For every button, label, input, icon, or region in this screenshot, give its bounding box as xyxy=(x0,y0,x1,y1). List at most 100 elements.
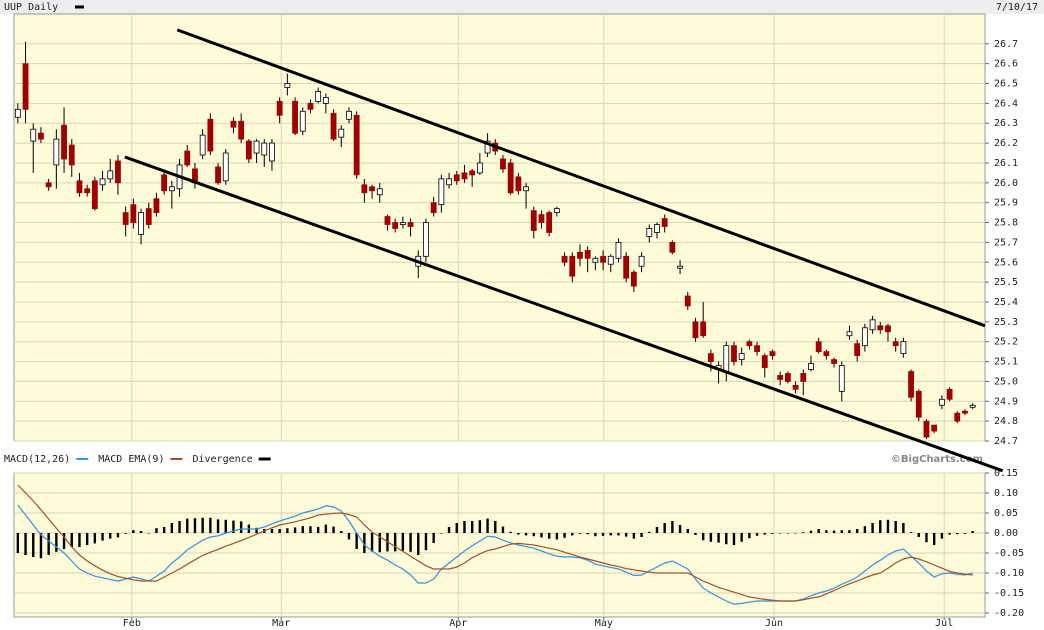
divergence-bar xyxy=(32,533,35,557)
divergence-bar xyxy=(655,527,659,533)
candle-body xyxy=(808,363,814,370)
candle-body xyxy=(607,255,614,265)
divergence-bar xyxy=(301,526,304,533)
macd-line xyxy=(17,484,973,602)
candle-body xyxy=(915,390,922,418)
candle-body xyxy=(646,228,653,237)
candle-body xyxy=(122,212,129,225)
divergence-bar xyxy=(109,533,112,539)
candle-body xyxy=(30,128,37,142)
divergence-bar xyxy=(124,533,127,534)
candle-body xyxy=(353,114,360,176)
candle-body xyxy=(954,412,961,422)
candle-body xyxy=(446,178,452,186)
divergence-bar xyxy=(47,533,50,555)
divergence-bar xyxy=(509,531,512,533)
as-of-date: 7/10/17 xyxy=(996,2,1038,13)
divergence-bar xyxy=(393,533,397,552)
divergence-bar xyxy=(309,526,312,533)
candle-body xyxy=(68,144,75,166)
divergence-bar xyxy=(216,519,220,533)
candle-body xyxy=(769,351,776,356)
candle-body xyxy=(207,118,214,152)
divergence-bar xyxy=(825,530,828,533)
divergence-bar xyxy=(686,529,689,533)
candle-body xyxy=(307,102,314,110)
candle-body xyxy=(107,170,114,180)
divergence-bar xyxy=(147,533,150,534)
divergence-bar xyxy=(209,517,212,533)
candle-body xyxy=(453,174,460,182)
candle-body xyxy=(877,325,884,331)
divergence-bar xyxy=(848,530,851,533)
y-tick-label: -0.15 xyxy=(994,588,1024,599)
candle-body xyxy=(145,208,152,225)
divergence-bar xyxy=(971,531,974,533)
candle-body xyxy=(654,224,660,233)
divergence-bar xyxy=(840,530,843,533)
divergence-bar xyxy=(232,520,235,533)
divergence-bar xyxy=(455,523,458,533)
divergence-bar xyxy=(755,533,759,536)
divergence-bar xyxy=(16,533,20,553)
candle-body xyxy=(600,255,606,263)
candle-body xyxy=(199,134,206,156)
divergence-bar xyxy=(671,521,674,533)
divergence-bar xyxy=(178,521,181,533)
y-tick-label: 0.00 xyxy=(994,528,1018,539)
candle-body xyxy=(230,120,237,128)
divergence-bar xyxy=(778,533,782,534)
candle-body xyxy=(330,112,337,140)
x-tick-label: Feb xyxy=(123,618,141,629)
divergence-bar xyxy=(540,533,543,538)
divergence-bar xyxy=(132,530,135,533)
divergence-bar xyxy=(748,533,751,539)
x-tick-label: May xyxy=(595,618,613,629)
divergence-bar xyxy=(601,533,605,536)
y-tick-label: 26.3 xyxy=(994,118,1018,129)
divergence-bar xyxy=(571,533,574,536)
candle-body xyxy=(538,214,545,223)
divergence-bar xyxy=(794,533,797,534)
candle-body xyxy=(861,327,868,347)
divergence-bar xyxy=(725,533,728,545)
y-tick-label: 0.15 xyxy=(994,468,1018,479)
divergence-bar xyxy=(663,523,666,533)
legend-label: MACD EMA(9) xyxy=(98,454,164,465)
candle-body xyxy=(161,174,168,192)
y-tick-label: 25.5 xyxy=(994,277,1018,288)
candle-body xyxy=(530,210,537,231)
divergence-bar xyxy=(586,533,589,535)
candle-body xyxy=(515,176,522,192)
divergence-bar xyxy=(948,533,951,535)
candle-body xyxy=(885,325,891,333)
candle-body xyxy=(115,160,121,184)
candle-body xyxy=(76,180,83,194)
y-tick-label: 25.2 xyxy=(994,337,1018,348)
macd-line xyxy=(17,504,973,605)
candle-body xyxy=(938,398,945,406)
divergence-bar xyxy=(786,533,790,534)
candle-body xyxy=(669,241,676,253)
candle-body xyxy=(946,388,953,400)
divergence-bar xyxy=(648,531,651,533)
candle-body xyxy=(338,128,345,138)
divergence-bar xyxy=(678,525,682,533)
divergence-bar xyxy=(355,533,358,549)
divergence-bar xyxy=(286,528,289,533)
divergence-bar xyxy=(101,533,104,541)
candle-body xyxy=(815,341,822,353)
y-tick-label: 26.7 xyxy=(994,39,1018,50)
divergence-bar xyxy=(224,519,227,533)
candle-body xyxy=(500,158,506,170)
divergence-bar xyxy=(478,520,482,533)
divergence-bar xyxy=(293,527,297,533)
divergence-bar xyxy=(940,533,944,539)
divergence-bar xyxy=(93,533,97,544)
divergence-bar xyxy=(494,521,497,533)
divergence-bar xyxy=(956,533,959,535)
divergence-bar xyxy=(316,527,320,533)
candle-body xyxy=(546,212,553,233)
candle-body xyxy=(507,162,514,194)
